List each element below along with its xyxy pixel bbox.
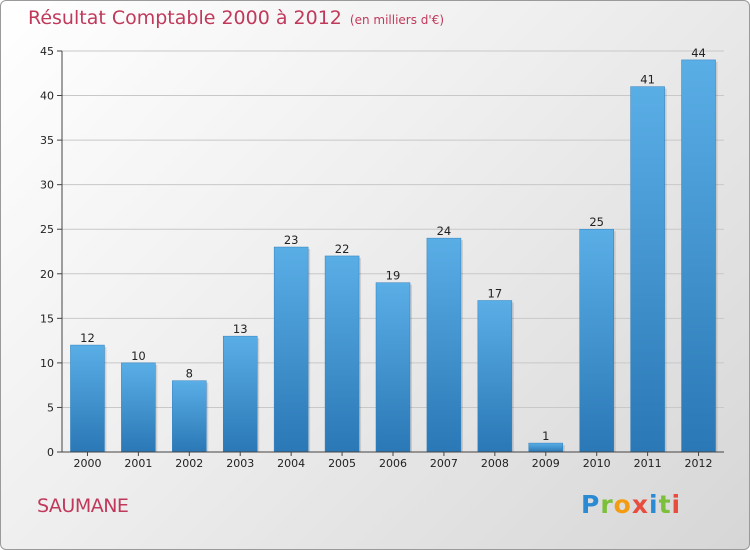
x-tick-label-2006: 2006 (379, 457, 407, 470)
bar-2012 (681, 59, 716, 453)
bar-2003 (222, 335, 258, 453)
brand-letter: r (600, 490, 614, 519)
data-label-2003: 13 (233, 322, 248, 336)
x-tick-label-2003: 2003 (226, 457, 254, 470)
brand-letter: i (649, 490, 659, 519)
bar-2005 (324, 255, 360, 453)
x-tick-label-2002: 2002 (175, 457, 203, 470)
bar-2007 (426, 237, 462, 453)
y-tick-label-25: 25 (40, 223, 54, 236)
data-label-2011: 41 (640, 73, 655, 87)
y-tick-label-30: 30 (40, 179, 54, 192)
brand-letter: i (671, 490, 682, 519)
x-tick-label-2011: 2011 (634, 457, 662, 470)
labels: 0 5 10 15 20 25 30 35 40 45 12 2000 10 2001 8 2002 13 200… (40, 45, 713, 470)
brand-letter: t (658, 490, 672, 519)
y-tick-label-35: 35 (40, 134, 54, 147)
bar-2009 (528, 442, 564, 453)
brand-letter: x (631, 490, 649, 519)
data-label-2000: 12 (80, 331, 95, 345)
x-tick-label-2004: 2004 (277, 457, 305, 470)
x-tick-label-2007: 2007 (430, 457, 458, 470)
bar-2006 (375, 282, 411, 453)
bar-2011 (630, 86, 665, 453)
data-label-2008: 17 (488, 287, 503, 301)
x-tick-label-2008: 2008 (481, 457, 509, 470)
y-tick-label-0: 0 (47, 446, 54, 459)
data-label-2004: 23 (284, 233, 299, 247)
data-label-2009: 1 (542, 429, 549, 443)
y-tick-label-40: 40 (40, 90, 54, 103)
y-tick-label-5: 5 (47, 401, 54, 414)
bar-2000 (70, 344, 105, 453)
commune-name: SAUMANE (37, 495, 129, 517)
brand-letter: P (581, 490, 601, 519)
x-tick-label-2005: 2005 (328, 457, 356, 470)
y-tick-label-15: 15 (40, 312, 54, 325)
y-tick-label-20: 20 (40, 268, 54, 281)
data-label-2007: 24 (437, 224, 452, 238)
bar-2010 (579, 228, 614, 453)
y-tick-label-45: 45 (40, 45, 54, 58)
x-tick-label-2010: 2010 (583, 457, 611, 470)
axes (57, 50, 724, 456)
chart-subtitle: (en milliers d'€) (349, 13, 445, 27)
chart-title-main: Résultat Comptable 2000 à 2012 (28, 7, 342, 29)
bar-2008 (477, 300, 513, 453)
data-label-2010: 25 (589, 215, 604, 229)
x-tick-label-2001: 2001 (124, 457, 152, 470)
x-tick-label-2009: 2009 (532, 457, 560, 470)
data-label-2005: 22 (335, 242, 350, 256)
bar-2002 (172, 380, 207, 453)
bar-2004 (273, 246, 309, 453)
x-tick-label-2012: 2012 (685, 457, 713, 470)
bar-2001 (121, 362, 156, 453)
x-tick-label-2000: 2000 (73, 457, 101, 470)
data-label-2006: 19 (386, 269, 401, 283)
bars (70, 59, 718, 453)
y-tick-label-10: 10 (40, 357, 54, 370)
proxiti-logo: Proxiti (581, 490, 681, 519)
data-label-2002: 8 (186, 367, 193, 381)
data-label-2012: 44 (691, 46, 706, 60)
brand-letter: o (613, 490, 632, 519)
data-label-2001: 10 (131, 349, 146, 363)
chart-title: Résultat Comptable 2000 à 2012 (en millie… (28, 7, 444, 29)
